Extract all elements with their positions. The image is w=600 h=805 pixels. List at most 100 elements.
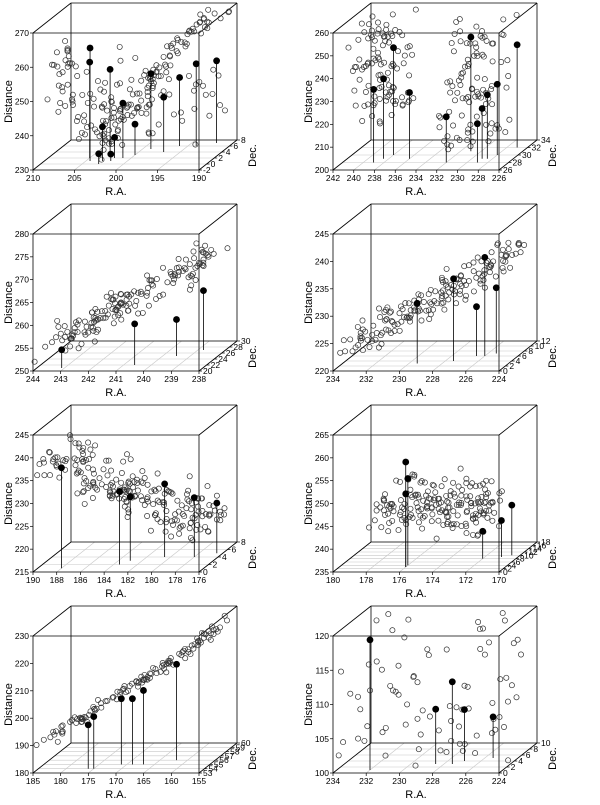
open-point (55, 460, 62, 467)
open-point (413, 500, 420, 507)
y-tick-label: 30 (241, 336, 251, 346)
open-point (124, 112, 131, 118)
open-point (467, 483, 474, 490)
y-tick-label: 22 (211, 360, 221, 370)
open-point (117, 688, 124, 695)
open-point (109, 479, 116, 486)
open-point (117, 57, 124, 64)
y-tick-label: 59 (236, 742, 246, 752)
plot-box: 234 232 230 228 226 224 220 225 230 235 240 245 0 2 4 6… (303, 203, 559, 399)
y-tick-label: 2 (218, 153, 223, 163)
open-point (76, 444, 83, 451)
open-point (386, 519, 393, 526)
open-point (171, 516, 178, 523)
floor-grid-x (115, 742, 155, 774)
open-point (183, 505, 190, 512)
y-tick-label: 54 (208, 764, 218, 774)
box-edge (498, 605, 538, 637)
open-point (375, 54, 382, 61)
open-point (441, 476, 448, 483)
open-point (148, 96, 155, 103)
open-point (361, 737, 368, 744)
open-point (114, 81, 120, 88)
open-point (480, 480, 487, 487)
open-point (453, 521, 460, 528)
open-point (458, 74, 465, 81)
open-point (373, 330, 380, 336)
open-point (74, 490, 81, 497)
open-point (448, 40, 455, 47)
open-point (351, 87, 358, 94)
open-point (480, 53, 487, 60)
open-point (377, 314, 383, 321)
open-point (496, 490, 503, 497)
y-tick-label: 14 (533, 544, 543, 554)
open-point (515, 240, 522, 246)
open-point (505, 239, 512, 246)
open-point (483, 494, 490, 501)
open-point (479, 34, 486, 41)
x-tick-label: 230 (450, 173, 464, 183)
open-point (438, 289, 445, 296)
open-point (463, 40, 470, 47)
z-tick-label: 250 (15, 366, 29, 376)
y-tick-label: 8 (528, 346, 533, 356)
open-point (474, 532, 481, 539)
open-point (440, 521, 447, 528)
open-point (428, 518, 435, 525)
open-point (151, 486, 158, 493)
box-edge (332, 2, 372, 34)
open-point (127, 456, 134, 463)
open-point (134, 479, 141, 486)
open-point (439, 287, 446, 294)
open-point (49, 339, 55, 346)
z-tick-label: 215 (15, 567, 29, 577)
y-tick-label: 10 (524, 550, 534, 560)
open-point (135, 289, 142, 296)
open-point (482, 486, 489, 493)
open-point (160, 291, 167, 298)
open-point (465, 61, 472, 67)
open-point (357, 337, 364, 344)
open-point (138, 77, 145, 84)
x-tick-label: 242 (81, 374, 95, 384)
open-point (383, 26, 390, 33)
open-point (128, 291, 135, 298)
open-point (464, 496, 471, 503)
open-point (452, 97, 458, 104)
open-point (81, 714, 88, 720)
open-point (112, 300, 118, 307)
open-point (464, 683, 471, 690)
open-point (458, 501, 464, 508)
highlighted-point (106, 65, 114, 73)
open-point (448, 142, 455, 149)
open-point (200, 82, 206, 89)
open-point (205, 253, 212, 260)
open-point (364, 723, 371, 730)
open-point (88, 309, 95, 316)
plot-svg: 234 232 230 228 226 224 100 105 110 115 120 0246810… (303, 605, 559, 801)
open-point (57, 330, 64, 337)
x-tick-label: 228 (426, 374, 440, 384)
open-point (508, 682, 515, 689)
open-point (118, 470, 125, 476)
open-point (179, 511, 186, 518)
open-point (92, 306, 99, 312)
open-point (175, 272, 182, 279)
open-point (480, 625, 486, 632)
y-tick-label: 4 (518, 756, 523, 766)
open-point (93, 705, 100, 712)
open-point (456, 137, 463, 143)
open-point (59, 84, 66, 91)
open-point (382, 752, 389, 759)
open-point (55, 108, 62, 115)
open-point (488, 86, 495, 93)
open-point (414, 715, 421, 722)
open-point (463, 480, 470, 487)
open-point (394, 321, 401, 328)
z-tick-label: 250 (315, 51, 329, 61)
open-point (474, 53, 481, 60)
open-point (457, 38, 464, 45)
open-point (63, 456, 70, 462)
